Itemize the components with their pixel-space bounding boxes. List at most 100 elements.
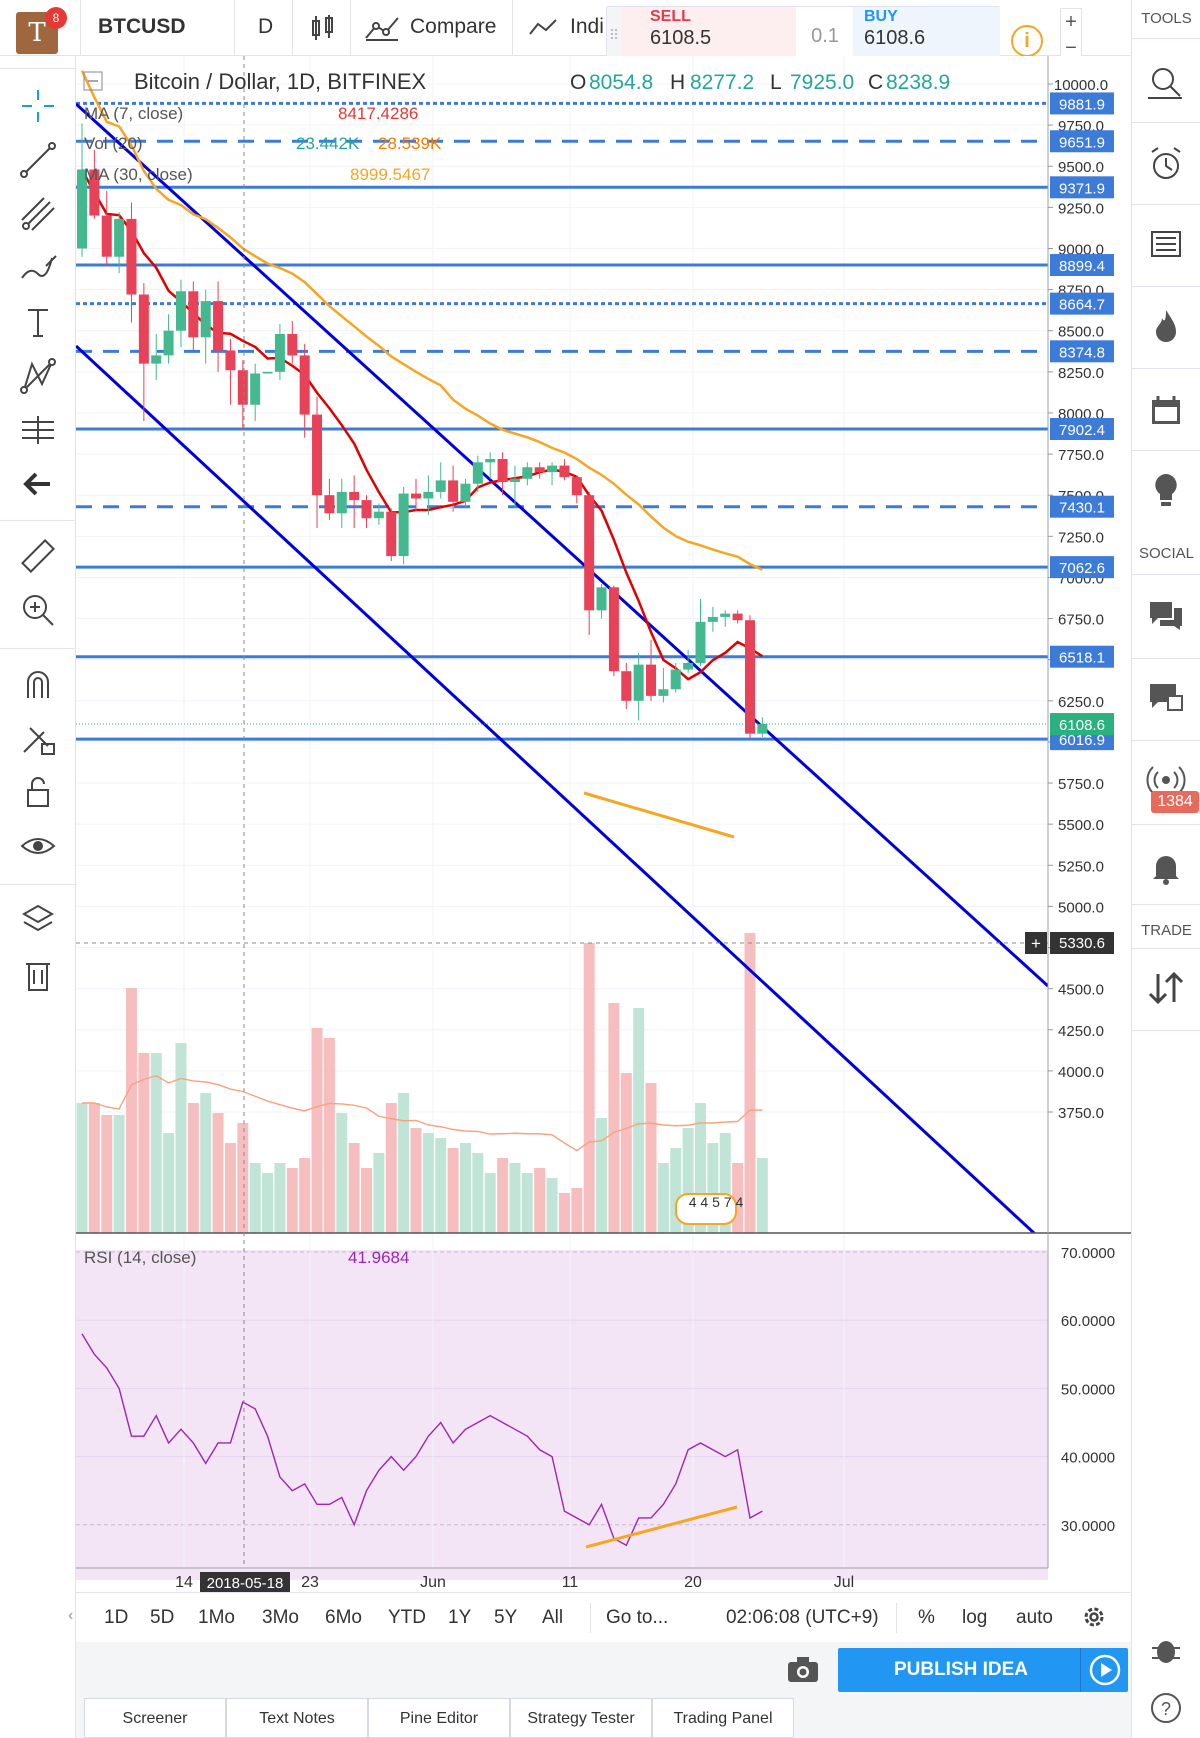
price-chart[interactable]: 10000.09750.09500.09250.09000.08750.0850… — [76, 56, 1131, 1592]
alarm-icon[interactable] — [1146, 144, 1186, 184]
time-axis[interactable]: 14 23 Jun 11 20 Jul — [175, 1574, 854, 1591]
price-tick-label: 8250.0 — [1058, 365, 1104, 382]
notification-badge[interactable]: 8 — [45, 7, 67, 29]
volume-bar — [175, 1043, 187, 1233]
tab-pine-editor[interactable]: Pine Editor — [368, 1698, 510, 1738]
range-5d[interactable]: 5D — [150, 1607, 175, 1628]
buy-button[interactable] — [853, 7, 1000, 63]
range-6mo[interactable]: 6Mo — [325, 1607, 362, 1628]
range-5y[interactable]: 5Y — [494, 1607, 518, 1628]
last-price-tag — [1050, 713, 1114, 736]
orange-trendline[interactable] — [583, 791, 735, 839]
quantity-field[interactable]: 0.1 — [811, 25, 839, 47]
magnet-icon[interactable] — [18, 664, 58, 704]
tab-screener[interactable]: Screener — [84, 1698, 226, 1738]
minus-icon[interactable]: − — [1065, 37, 1077, 59]
settings-gear-icon[interactable] — [1080, 1603, 1108, 1636]
notifications-bell-icon[interactable] — [1146, 848, 1186, 888]
compare-icon[interactable] — [364, 14, 400, 47]
trash-icon[interactable] — [18, 954, 58, 994]
plus-icon[interactable]: + — [1031, 934, 1041, 953]
publish-idea-button[interactable]: PUBLISH IDEA — [838, 1648, 1084, 1692]
compare-button[interactable]: Compare — [410, 15, 497, 38]
volume-bar — [311, 1028, 323, 1233]
drag-handle-icon[interactable]: ⠿ — [607, 7, 621, 63]
watchlist-icon[interactable] — [1146, 62, 1186, 102]
help-icon[interactable]: ? — [1146, 1688, 1186, 1728]
auto-toggle[interactable]: auto — [1016, 1607, 1053, 1628]
rsi-tick-label: 30.0000 — [1061, 1518, 1115, 1535]
ruler-icon[interactable] — [18, 536, 58, 576]
back-arrow-icon[interactable] — [18, 464, 58, 504]
symbol-search[interactable]: BTCUSD — [98, 15, 186, 38]
percent-toggle[interactable]: % — [918, 1607, 935, 1628]
divider — [0, 520, 76, 521]
range-3mo[interactable]: 3Mo — [262, 1607, 299, 1628]
level-price-label: 6518.1 — [1059, 650, 1105, 667]
crosshair-add-button[interactable] — [1025, 932, 1047, 954]
goto-button[interactable]: Go to... — [606, 1607, 669, 1628]
streams-count-badge: 1384 — [1151, 791, 1199, 813]
candle-body — [472, 462, 483, 484]
range-all[interactable]: All — [542, 1607, 564, 1628]
data-window-icon[interactable] — [1146, 224, 1186, 264]
indicators-icon[interactable] — [528, 16, 558, 43]
volume-bar — [163, 1133, 175, 1233]
tab-text-notes[interactable]: Text Notes — [226, 1698, 368, 1738]
log-toggle[interactable]: log — [962, 1607, 988, 1628]
candle-body — [707, 616, 718, 622]
chats-icon[interactable] — [1146, 596, 1186, 636]
eye-icon[interactable] — [18, 826, 58, 866]
channel-lower-line[interactable] — [76, 344, 1048, 1246]
trading-arrows-icon[interactable] — [1146, 968, 1186, 1008]
calendar-icon[interactable] — [1146, 390, 1186, 430]
publish-video-button[interactable] — [1080, 1648, 1128, 1692]
range-1mo[interactable]: 1Mo — [198, 1607, 235, 1628]
tab-strategy-tester[interactable]: Strategy Tester — [510, 1698, 652, 1738]
tab-trading-panel[interactable]: Trading Panel — [652, 1698, 794, 1738]
collapse-legend-icon[interactable] — [83, 71, 103, 91]
candle-body — [522, 467, 533, 479]
collapse-arrow-icon[interactable]: ‹ — [68, 1607, 74, 1624]
unlock-icon[interactable] — [18, 772, 58, 812]
candle-body — [435, 480, 446, 492]
brush-icon[interactable] — [18, 248, 58, 288]
volume-badge[interactable] — [675, 1193, 737, 1225]
hotlist-flame-icon[interactable] — [1146, 306, 1186, 346]
rsi-divergence-line[interactable] — [585, 1505, 738, 1549]
bug-report-icon[interactable] — [1146, 1630, 1186, 1670]
volume-bar — [150, 1053, 162, 1233]
plus-icon[interactable]: + — [1065, 11, 1077, 33]
range-ytd[interactable]: YTD — [388, 1607, 426, 1628]
pitchfork-icon[interactable] — [18, 194, 58, 234]
candle-style-icon[interactable] — [310, 14, 336, 47]
channel-upper-line[interactable] — [76, 102, 1048, 988]
prediction-icon[interactable] — [18, 410, 58, 450]
private-chat-icon[interactable] — [1146, 678, 1186, 718]
camera-icon[interactable] — [786, 1654, 820, 1689]
indicators-button[interactable]: Indi — [570, 15, 604, 38]
sell-button[interactable] — [621, 7, 796, 63]
zoom-icon[interactable] — [18, 590, 58, 630]
clock-timezone[interactable]: 02:06:08 (UTC+9) — [726, 1607, 879, 1628]
horizontal-levels[interactable] — [76, 101, 1048, 741]
layers-icon[interactable] — [18, 900, 58, 940]
buy-label: BUY — [864, 8, 898, 25]
streams-icon[interactable] — [1146, 760, 1186, 800]
trend-line-icon[interactable] — [18, 140, 58, 180]
level-price-tag — [1050, 176, 1114, 199]
price-tick-label: 7750.0 — [1058, 447, 1104, 464]
range-1d[interactable]: 1D — [104, 1607, 129, 1628]
crosshair-icon[interactable] — [18, 86, 58, 126]
interval-selector[interactable]: D — [258, 15, 274, 38]
range-1y[interactable]: 1Y — [448, 1607, 472, 1628]
trend-channel[interactable] — [76, 102, 1048, 1246]
price-tick-label: 4250.0 — [1058, 1023, 1104, 1040]
ohlc-o-label: O — [570, 71, 586, 94]
info-icon[interactable]: i — [1011, 25, 1043, 57]
lock-drawing-icon[interactable] — [18, 718, 58, 758]
pattern-icon[interactable] — [18, 356, 58, 396]
ma30-legend-label: MA (30, close) — [84, 165, 193, 184]
text-icon[interactable] — [18, 302, 58, 342]
ideas-bulb-icon[interactable] — [1146, 470, 1186, 510]
